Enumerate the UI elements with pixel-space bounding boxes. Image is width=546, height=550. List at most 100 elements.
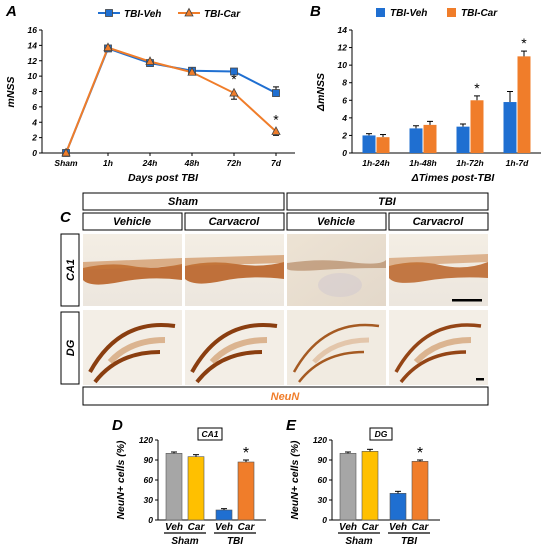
panel-a-point-veh	[230, 67, 238, 76]
micrograph-dg-sham-vehicle	[83, 310, 182, 385]
panel-d-ytick-label: 0	[148, 515, 153, 525]
group-header-sham: Sham	[168, 196, 198, 208]
panel-e-axes: 0 30 60 90 120 Veh Car Veh Car Sham TBI	[313, 435, 440, 547]
panel-d-group-label-tbi: TBI	[227, 536, 243, 547]
panel-d-bar-sham-car	[187, 456, 205, 521]
panel-b-xtick-label: 1h-7d	[506, 158, 529, 168]
panel-d-title-box	[197, 427, 223, 441]
panel-d-bar-tbi-veh	[215, 509, 233, 521]
panel-a-line-chart: A TBI-Veh TBI-Car 0 2 4 6 8 10 12 14 16 Sham 1h 24h 4…	[5, 3, 295, 184]
panel-a-ytick-label: 16	[28, 25, 38, 35]
panel-e-ytick-label: 30	[318, 495, 328, 505]
panel-e-ytick-label: 90	[318, 455, 328, 465]
panel-d-xtick-label: Veh	[215, 522, 233, 533]
panel-a-legend-veh-label: TBI-Veh	[124, 9, 161, 20]
panel-b-bar-car	[517, 56, 531, 153]
panel-d-label: D	[112, 417, 123, 434]
panel-a-point-car	[229, 87, 239, 97]
panel-b-legend-veh-label: TBI-Veh	[390, 8, 427, 19]
scale-bar-ca1	[452, 299, 482, 302]
panel-b-legend-veh-swatch	[376, 8, 385, 17]
panel-a-point-car	[187, 66, 197, 76]
panel-e-xtick-label: Car	[412, 522, 430, 533]
treatment-header-box-2	[184, 212, 285, 231]
panel-a-point-veh	[272, 89, 280, 97]
panel-b-xtick-label: 1h-72h	[456, 158, 483, 168]
panel-b-ytick-label: 6	[342, 95, 347, 105]
micrograph-ca1-tbi-vehicle	[287, 234, 386, 306]
panel-a-series-line-veh	[65, 47, 277, 154]
panel-d-bar-tbi-car	[237, 461, 255, 521]
panel-a-ytick-label: 2	[31, 133, 37, 143]
panel-b-xlabel: ΔTimes post-TBI	[411, 172, 496, 184]
panel-a-label: A	[5, 3, 17, 20]
panel-b-ytick-label: 2	[341, 130, 347, 140]
panel-a-xtick-label: 48h	[184, 158, 200, 168]
panel-a-ytick-label: 10	[28, 71, 38, 81]
panel-e-bar-chart: E DG 0 30 60 90 120 Veh Car Veh Car Sham TBI * Neu…	[286, 417, 440, 547]
stain-label: NeuN	[271, 391, 301, 403]
panel-d-ylabel: NeuN+ cells (%)	[115, 440, 127, 520]
panel-e-ytick-label: 60	[318, 475, 328, 485]
panel-a-series: **	[61, 42, 281, 157]
panel-b-bar-car	[376, 137, 390, 153]
panel-b-ytick-label: 12	[338, 43, 348, 53]
panel-c-histology: C Sham TBI Vehicle Carvacrol Vehicle Car…	[60, 192, 489, 406]
panel-a-xtick-label: 24h	[142, 158, 158, 168]
group-header-tbi-box	[286, 192, 489, 211]
panel-e-ytick-label: 0	[322, 515, 327, 525]
panel-a-ytick-label: 6	[32, 102, 37, 112]
panel-b-bar-car	[423, 124, 437, 153]
panel-b-bar-chart: B TBI-Veh TBI-Car 0 2 4 6 8 10 12 14 1h-24h 1h-48h…	[310, 3, 541, 184]
panel-a-significance-marker: *	[231, 71, 237, 87]
panel-b-legend-car-label: TBI-Car	[461, 8, 498, 19]
panel-b-bar-veh	[503, 102, 517, 153]
scale-bar-dg	[476, 378, 484, 381]
panel-a-point-car	[145, 56, 155, 65]
panel-a-ytick-label: 4	[31, 117, 37, 127]
panel-b-xtick-label: 1h-24h	[362, 158, 389, 168]
panel-e-xtick-label: Veh	[389, 522, 407, 533]
panel-b-ytick-label: 8	[342, 78, 347, 88]
panel-d-ytick-label: 30	[144, 495, 154, 505]
panel-a-series-line-car	[65, 46, 277, 154]
panel-e-label: E	[286, 417, 297, 434]
panel-e-ytick-label: 120	[313, 435, 327, 445]
row-label-ca1-box	[60, 233, 80, 307]
row-label-dg-box	[60, 311, 80, 385]
panel-c-label: C	[60, 209, 72, 226]
panel-b-ytick-label: 4	[341, 113, 347, 123]
micrograph-ca1-tbi-carvacrol	[389, 234, 488, 306]
stain-label-box	[82, 386, 489, 406]
panel-a-point-car	[103, 42, 113, 52]
panel-d-ytick-label: 90	[144, 455, 154, 465]
panel-d-ytick-label: 120	[139, 435, 153, 445]
panel-d-significance-marker: *	[243, 445, 249, 462]
panel-e-bar-sham-car	[361, 451, 379, 521]
panel-b-bar-car	[470, 100, 484, 153]
panel-d-bar-chart: D CA1 0 30 60 90 120 Veh Car Veh Car Sham TBI * Ne…	[112, 417, 266, 547]
panel-a-legend-car-marker	[184, 7, 194, 17]
panel-b-bar-veh	[409, 128, 423, 153]
micrograph-dg-tbi-vehicle	[287, 310, 386, 385]
panel-d-xtick-label: Car	[238, 522, 256, 533]
panel-e-xtick-label: Veh	[339, 522, 357, 533]
panel-b-legend: TBI-Veh TBI-Car	[376, 8, 498, 19]
panel-a-axes: 0 2 4 6 8 10 12 14 16 Sham 1h 24h 48h 72h 7d	[28, 25, 295, 168]
panel-a-xtick-label: 1h	[103, 158, 113, 168]
treatment-header-3: Vehicle	[317, 216, 355, 228]
panel-d-group-label-sham: Sham	[171, 536, 198, 547]
panel-d-bars: *	[165, 445, 255, 521]
panel-a-xtick-label: 7d	[271, 158, 282, 168]
panel-e-group-label-sham: Sham	[345, 536, 372, 547]
treatment-header-2: Carvacrol	[209, 216, 261, 228]
panel-b-bar-veh	[362, 135, 376, 153]
row-label-dg: DG	[65, 339, 77, 356]
treatment-header-1: Vehicle	[113, 216, 151, 228]
treatment-header-box-1	[82, 212, 183, 231]
panel-b-significance-marker: *	[474, 80, 480, 96]
panel-d-xtick-label: Car	[188, 522, 206, 533]
panel-a-point-car	[61, 147, 71, 157]
panel-a-legend-car-label: TBI-Car	[204, 9, 241, 20]
